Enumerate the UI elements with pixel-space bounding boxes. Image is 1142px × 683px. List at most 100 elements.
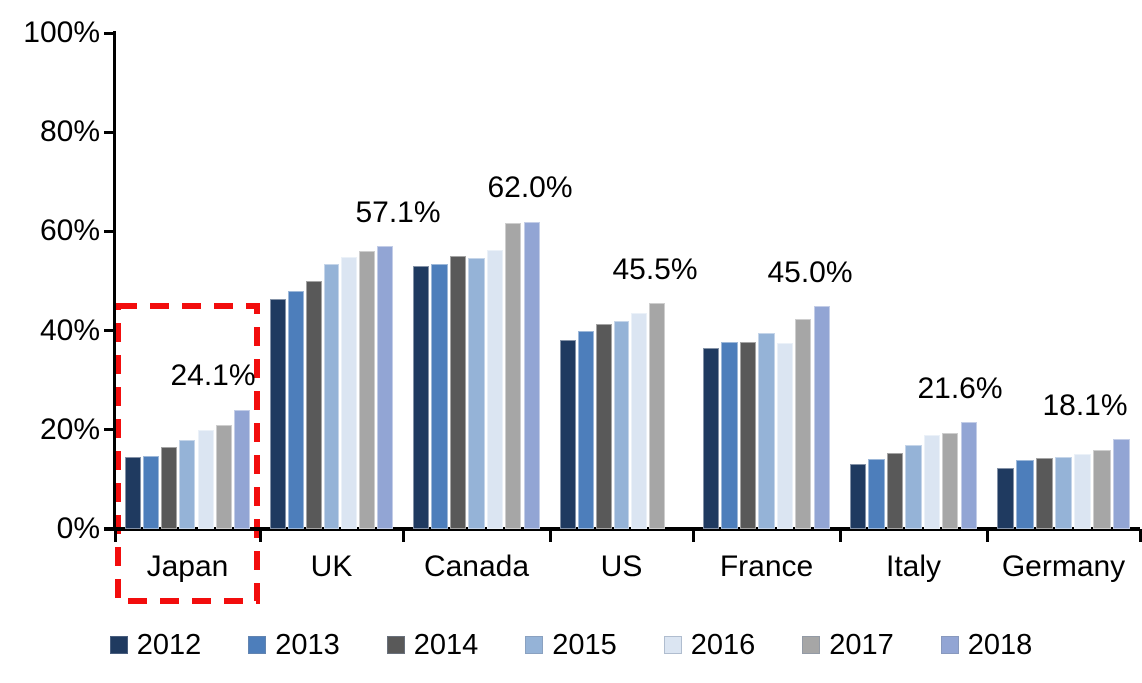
bar-japan-2015 (179, 439, 196, 529)
x-axis-line (104, 527, 1140, 531)
legend-label-2017: 2017 (829, 629, 894, 661)
bar-italy-2016 (923, 434, 941, 529)
bar-us-2013 (577, 330, 594, 529)
category-label-germany: Germany (1001, 550, 1126, 583)
legend-swatch-2017 (802, 636, 821, 654)
legend-swatch-2016 (663, 636, 682, 654)
data-label-italy: 21.6% (917, 372, 1003, 405)
bar-italy-2014 (886, 453, 904, 529)
x-axis-tick (985, 529, 989, 542)
bar-uk-2018 (377, 245, 393, 529)
data-label-us: 45.5% (612, 253, 698, 286)
legend-label-2014: 2014 (413, 629, 479, 661)
category-label-france: France (719, 550, 814, 583)
data-label-france: 45.0% (767, 256, 853, 289)
bar-france-2015 (758, 333, 775, 529)
bar-japan-2012 (125, 456, 142, 529)
bar-us-2012 (560, 339, 576, 529)
bar-uk-2012 (270, 298, 286, 529)
y-axis-tick (104, 428, 115, 432)
legend-label-2012: 2012 (136, 629, 202, 661)
legend-item-2015: 2015 (525, 628, 617, 662)
legend-item-2012: 2012 (109, 628, 202, 662)
x-axis-tick (258, 529, 262, 542)
legend-item-2014: 2014 (386, 628, 479, 662)
bar-france-2014 (739, 341, 757, 529)
y-axis-tick-label: 0% (56, 512, 100, 545)
y-axis-tick-label: 60% (39, 214, 100, 248)
bar-us-2014 (595, 324, 612, 529)
y-axis-line (113, 31, 116, 531)
category-label-italy: Italy (885, 550, 942, 583)
bar-italy-2017 (942, 433, 959, 529)
bar-japan-2013 (143, 455, 160, 529)
bar-canada-2014 (449, 256, 467, 529)
bar-japan-2018 (233, 409, 250, 529)
y-axis-tick (104, 130, 115, 134)
bar-us-2017 (649, 303, 666, 529)
legend-swatch-2015 (525, 636, 544, 654)
data-label-uk: 57.1% (355, 196, 441, 229)
bar-japan-2016 (197, 429, 214, 529)
bar-canada-2015 (468, 258, 485, 529)
legend-swatch-2013 (248, 636, 267, 654)
legend-label-2015: 2015 (552, 629, 617, 661)
bar-uk-2014 (305, 281, 322, 529)
bar-japan-2017 (215, 424, 232, 529)
bar-germany-2017 (1093, 449, 1111, 529)
legend-item-2013: 2013 (248, 628, 340, 662)
bar-canada-2013 (431, 263, 448, 529)
x-axis-tick (113, 529, 117, 542)
legend-label-2016: 2016 (690, 629, 756, 661)
legend-swatch-2018 (940, 636, 959, 654)
legend: 2012 2013 2014 2015 2016 2017 2018 (0, 628, 1142, 662)
bar-us-2015 (613, 320, 630, 529)
bar-uk-2017 (359, 251, 376, 529)
bar-canada-2017 (505, 223, 522, 529)
bar-france-2017 (795, 319, 812, 529)
bar-germany-2014 (1035, 458, 1053, 529)
x-axis-tick (691, 529, 695, 542)
bar-italy-2015 (905, 444, 922, 529)
y-axis-tick-label: 40% (39, 313, 100, 347)
bar-germany-2013 (1016, 460, 1034, 529)
legend-label-2013: 2013 (275, 629, 340, 661)
bar-uk-2016 (341, 257, 358, 529)
legend-swatch-2014 (386, 636, 405, 654)
data-label-japan: 24.1% (170, 359, 256, 392)
bar-france-2018 (813, 305, 830, 529)
bar-germany-2015 (1054, 457, 1073, 529)
bar-germany-2018 (1112, 439, 1130, 529)
category-label-japan: Japan (146, 550, 229, 583)
legend-item-2016: 2016 (663, 628, 756, 662)
bar-germany-2016 (1074, 453, 1092, 529)
category-label-us: US (600, 550, 643, 583)
legend-item-2017: 2017 (802, 628, 894, 662)
bar-uk-2013 (287, 290, 304, 529)
legend-label-2018: 2018 (967, 629, 1033, 661)
y-axis-tick-label: 20% (39, 412, 100, 446)
bar-italy-2013 (868, 459, 885, 529)
bar-france-2013 (721, 342, 738, 529)
y-axis-tick (104, 31, 115, 35)
bar-italy-2018 (960, 421, 977, 529)
legend-swatch-2012 (109, 636, 128, 654)
y-axis-tick-label: 100% (23, 16, 100, 49)
bar-canada-2018 (523, 221, 540, 529)
data-label-canada: 62.0% (487, 171, 573, 204)
bar-canada-2016 (486, 250, 504, 529)
bar-canada-2012 (413, 266, 430, 529)
y-axis-tick (104, 329, 115, 333)
legend-item-2018: 2018 (940, 628, 1033, 662)
x-axis-tick (1138, 529, 1142, 542)
bar-us-2016 (631, 312, 648, 529)
x-axis-tick (548, 529, 552, 542)
bar-uk-2015 (323, 264, 340, 529)
category-label-uk: UK (310, 550, 353, 583)
bar-japan-2014 (161, 446, 178, 529)
bar-france-2012 (703, 348, 720, 529)
y-axis-tick (104, 229, 115, 233)
category-label-canada: Canada (423, 550, 530, 583)
y-axis-tick-label: 80% (39, 115, 100, 149)
